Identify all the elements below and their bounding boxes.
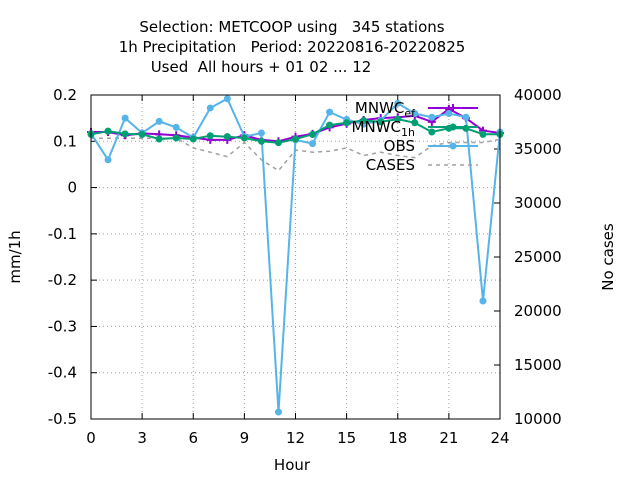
data-point-obs [309, 140, 317, 148]
data-point-mnwc_1h [428, 128, 436, 136]
y2-tick-label: 20000 [514, 302, 562, 320]
y-tick-label: -0.5 [48, 410, 77, 428]
title-line-2: 1h Precipitation Period: 20220816-202208… [119, 38, 466, 56]
data-point-obs [172, 123, 180, 131]
y2-tick-label: 10000 [514, 410, 562, 428]
y2-axis-label: No cases [599, 223, 617, 291]
data-point-mnwc_1h [206, 132, 214, 140]
legend-entry-mnwc_1h: MNWC1h [352, 118, 478, 139]
y2-tick-label: 25000 [514, 248, 562, 266]
y2-tick-label: 40000 [514, 86, 562, 104]
legend-label: MNWC1h [352, 118, 415, 139]
data-point-obs [257, 129, 265, 137]
title-line-1: Selection: METCOOP using 345 stations [139, 18, 444, 36]
data-point-mnwc_1h [394, 115, 402, 123]
data-point-obs [479, 297, 487, 305]
y-tick-label: -0.3 [48, 317, 77, 335]
y-tick-label: -0.1 [48, 225, 77, 243]
chart-title: Selection: METCOOP using 345 stations 1h… [119, 18, 466, 76]
y-tick-label: 0.2 [53, 86, 77, 104]
data-point-obs [462, 113, 470, 121]
x-tick-label: 18 [388, 429, 407, 447]
x-tick-label: 3 [137, 429, 147, 447]
legend-marker [449, 142, 457, 150]
x-tick-label: 6 [188, 429, 198, 447]
y-tick-label: -0.4 [48, 364, 77, 382]
data-point-mnwc_1h [223, 133, 231, 141]
title-line-3: Used All hours + 01 02 ... 12 [151, 58, 372, 76]
series-layer [87, 95, 504, 416]
data-point-obs [223, 95, 231, 103]
legend-entry-obs: OBS [384, 137, 478, 155]
data-point-mnwc_1h [360, 116, 368, 124]
x-tick-label: 15 [337, 429, 356, 447]
data-point-mnwc_1h [138, 130, 146, 138]
data-point-mnwc_1h [479, 130, 487, 138]
data-point-obs [445, 110, 453, 118]
y2-tick-label: 30000 [514, 194, 562, 212]
y-tick-label: 0.1 [53, 132, 77, 150]
legend-entry-cases: CASES [366, 156, 478, 174]
data-point-obs [326, 108, 334, 116]
legend-entry-mnwc_ef: MNWCef [355, 99, 478, 120]
data-point-mnwc_1h [104, 127, 112, 135]
x-tick-label: 9 [240, 429, 250, 447]
x-tick-label: 21 [439, 429, 458, 447]
data-point-obs [155, 117, 163, 125]
data-point-obs [274, 408, 282, 416]
data-point-mnwc_1h [292, 135, 299, 143]
x-tick-label: 12 [286, 429, 305, 447]
axis-ticks: 0 3 6 9 12 15 18 21 24 -0.5 -0.4 -0.3 -0.2 -0.1 0 0.1 0.… [48, 86, 562, 447]
data-point-mnwc_1h [257, 137, 265, 145]
legend-label: CASES [366, 156, 415, 174]
legend-marker [449, 123, 457, 131]
data-point-mnwc_1h [309, 130, 317, 138]
y-axis-label: mm/1h [6, 230, 24, 283]
data-point-obs [104, 156, 112, 164]
y-tick-label: 0 [67, 179, 77, 197]
data-point-obs [206, 104, 214, 112]
data-point-mnwc_1h [189, 135, 197, 143]
data-point-obs [428, 113, 436, 121]
data-point-mnwc_1h [240, 134, 248, 142]
data-point-obs [394, 99, 402, 107]
data-point-mnwc_1h [121, 130, 129, 138]
data-point-mnwc_1h [462, 124, 470, 132]
legend-label: OBS [384, 137, 415, 155]
data-point-mnwc_1h [326, 121, 334, 129]
x-axis-label: Hour [274, 456, 311, 474]
data-point-mnwc_1h [377, 118, 385, 126]
x-tick-label: 24 [490, 429, 509, 447]
data-point-obs [411, 110, 419, 118]
legend-marker [449, 104, 457, 112]
legend-label: MNWCef [355, 99, 416, 120]
data-point-obs [121, 114, 129, 122]
data-point-mnwc_1h [411, 119, 419, 127]
data-point-mnwc_1h [155, 135, 163, 143]
data-point-mnwc_1h [274, 139, 282, 147]
y2-tick-label: 35000 [514, 140, 562, 158]
data-point-mnwc_1h [172, 134, 180, 142]
x-tick-label: 0 [86, 429, 96, 447]
data-point-mnwc_1h [343, 119, 351, 127]
y2-tick-label: 15000 [514, 356, 562, 374]
y-tick-label: -0.2 [48, 271, 77, 289]
plot-border [90, 94, 501, 420]
